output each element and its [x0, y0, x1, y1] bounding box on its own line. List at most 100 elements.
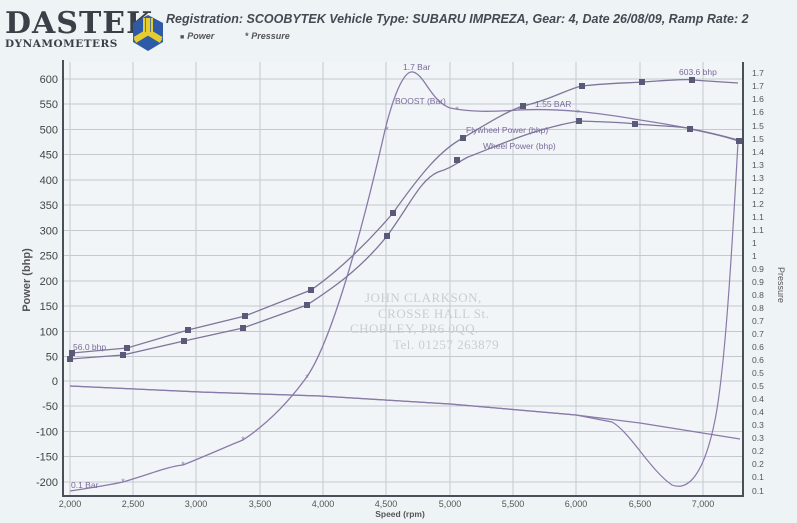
svg-text:-150: -150 — [36, 452, 58, 464]
svg-text:300: 300 — [40, 226, 58, 238]
svg-text:*: * — [241, 435, 245, 445]
svg-text:1.3: 1.3 — [752, 173, 764, 183]
annotation-boost-label: BOOST (Bar) — [395, 96, 446, 106]
svg-text:1.3: 1.3 — [752, 160, 764, 170]
svg-text:*: * — [455, 105, 459, 115]
svg-text:-200: -200 — [36, 477, 58, 489]
svg-text:1.6: 1.6 — [752, 107, 764, 117]
svg-text:250: 250 — [40, 251, 58, 263]
boost-markers: * * * * * * * * — [121, 105, 580, 487]
dastek-emblem-icon — [133, 15, 163, 51]
svg-text:1.5: 1.5 — [752, 134, 764, 144]
annotation-peak-power: 603.6 bhp — [679, 67, 717, 77]
annotation-boost-mid: 1.55 BAR — [535, 99, 571, 109]
svg-text:0.7: 0.7 — [752, 329, 764, 339]
series-wheel-line — [69, 120, 739, 360]
svg-text:7,000: 7,000 — [692, 499, 715, 509]
annotation-peak-boost: 1.7 Bar — [403, 62, 431, 72]
svg-text:0.2: 0.2 — [752, 446, 764, 456]
svg-text:550: 550 — [40, 99, 58, 111]
svg-text:1.7: 1.7 — [752, 68, 764, 78]
series-pressure-dip-line — [69, 141, 739, 487]
legend: ■ Power * Pressure — [180, 31, 318, 41]
svg-text:0.6: 0.6 — [752, 355, 764, 365]
svg-text:1.2: 1.2 — [752, 186, 764, 196]
svg-text:1: 1 — [752, 238, 757, 248]
svg-text:*: * — [121, 477, 125, 487]
y-left-label: Power (bhp) — [21, 248, 33, 312]
svg-text:0.3: 0.3 — [752, 420, 764, 430]
svg-text:2,500: 2,500 — [122, 499, 145, 509]
svg-text:5,000: 5,000 — [439, 499, 462, 509]
svg-text:1.2: 1.2 — [752, 199, 764, 209]
svg-text:600: 600 — [40, 74, 58, 86]
y-right-tick-labels: 1.7 1.7 1.6 1.6 1.5 1.5 1.4 1.3 1.3 1.2 … — [752, 68, 764, 496]
svg-text:1.1: 1.1 — [752, 225, 764, 235]
svg-text:0.9: 0.9 — [752, 277, 764, 287]
chart-title: Registration: SCOOBYTEK Vehicle Type: SU… — [166, 12, 749, 26]
svg-text:3,000: 3,000 — [185, 499, 208, 509]
annotation-wheel-label: Wheel Power (bhp) — [483, 141, 556, 151]
svg-text:0.4: 0.4 — [752, 394, 764, 404]
svg-text:0.5: 0.5 — [752, 368, 764, 378]
legend-power: ■ Power — [180, 31, 215, 41]
series-boost-line — [69, 71, 739, 492]
svg-text:200: 200 — [40, 276, 58, 288]
watermark-line-2: CROSSE HALL St. — [378, 306, 490, 321]
svg-text:0.1: 0.1 — [752, 486, 764, 496]
legend-pressure: * Pressure — [244, 31, 290, 41]
chart-annotations: 1.7 Bar BOOST (Bar) 1.55 BAR Flywheel Po… — [71, 62, 717, 490]
svg-text:1.5: 1.5 — [752, 121, 764, 131]
svg-text:4,500: 4,500 — [375, 499, 398, 509]
svg-text:50: 50 — [46, 352, 58, 364]
svg-text:6,500: 6,500 — [629, 499, 652, 509]
svg-text:400: 400 — [40, 175, 58, 187]
logo-sub: DYNAMOMETERS — [5, 38, 118, 50]
svg-text:0.9: 0.9 — [752, 264, 764, 274]
svg-text:0.3: 0.3 — [752, 433, 764, 443]
svg-text:0.8: 0.8 — [752, 303, 764, 313]
annotation-flywheel-label: Flywheel Power (bhp) — [466, 125, 548, 135]
svg-text:-100: -100 — [36, 427, 58, 439]
svg-text:5,500: 5,500 — [502, 499, 525, 509]
svg-text:500: 500 — [40, 125, 58, 137]
svg-text:0.1: 0.1 — [752, 472, 764, 482]
y-left-tick-labels: 600 550 500 450 400 350 300 250 200 150 … — [36, 74, 58, 489]
svg-text:2,000: 2,000 — [59, 499, 82, 509]
svg-text:*: * — [517, 105, 521, 115]
svg-text:4,000: 4,000 — [312, 499, 335, 509]
svg-text:1.1: 1.1 — [752, 212, 764, 222]
svg-text:-50: -50 — [42, 401, 58, 413]
x-axis-label: Speed (rpm) — [375, 509, 425, 519]
svg-text:1.6: 1.6 — [752, 94, 764, 104]
svg-text:1: 1 — [752, 251, 757, 261]
power-markers — [67, 77, 742, 362]
svg-text:0.4: 0.4 — [752, 407, 764, 417]
svg-text:0.5: 0.5 — [752, 381, 764, 391]
svg-text:0.8: 0.8 — [752, 290, 764, 300]
svg-text:0.2: 0.2 — [752, 459, 764, 469]
svg-text:*: * — [305, 373, 309, 383]
svg-text:100: 100 — [40, 327, 58, 339]
svg-text:350: 350 — [40, 200, 58, 212]
svg-text:450: 450 — [40, 150, 58, 162]
svg-text:150: 150 — [40, 301, 58, 313]
svg-text:1.4: 1.4 — [752, 147, 764, 157]
annotation-start-boost: 0.1 Bar — [71, 480, 99, 490]
watermark-line-3: CHORLEY, PR6 0QQ. — [350, 321, 479, 336]
plot-area — [63, 62, 743, 496]
x-tick-labels: 2,000 2,500 3,000 3,500 4,000 4,500 5,00… — [59, 499, 715, 509]
watermark-line-1: JOHN CLARKSON, — [365, 290, 482, 305]
grid-horizontal — [63, 78, 743, 483]
svg-text:*: * — [385, 125, 389, 135]
grid-vertical — [69, 62, 704, 496]
svg-text:1.7: 1.7 — [752, 81, 764, 91]
watermark-line-4: Tel. 01257 263879 — [393, 337, 500, 352]
svg-text:0: 0 — [52, 376, 58, 388]
svg-text:*: * — [181, 460, 185, 470]
svg-text:*: * — [576, 108, 580, 118]
y-right-label: Pressure — [776, 267, 786, 303]
svg-text:3,500: 3,500 — [249, 499, 272, 509]
svg-text:0.7: 0.7 — [752, 316, 764, 326]
